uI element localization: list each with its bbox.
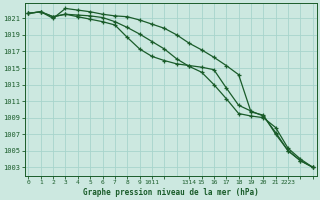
X-axis label: Graphe pression niveau de la mer (hPa): Graphe pression niveau de la mer (hPa) bbox=[83, 188, 259, 197]
